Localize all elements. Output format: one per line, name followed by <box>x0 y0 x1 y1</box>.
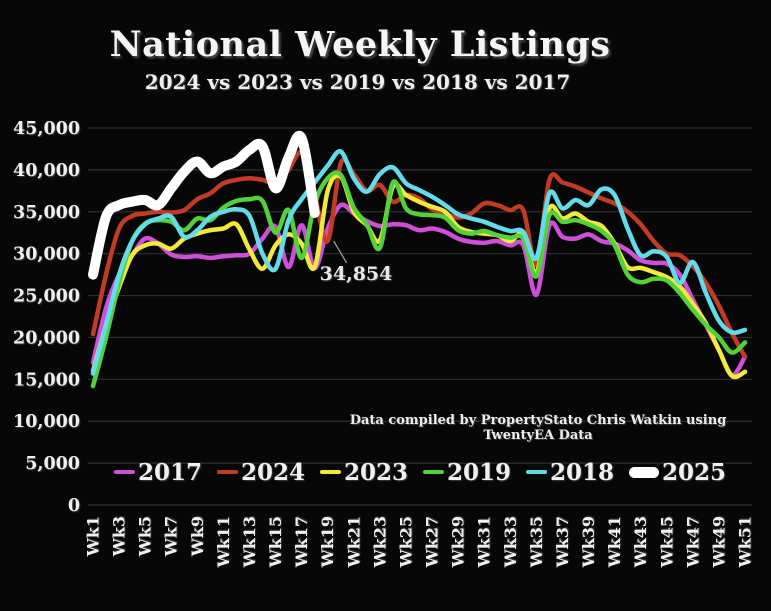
legend-swatch-2017 <box>113 469 135 475</box>
legend-label-2025: 2025 <box>662 458 727 486</box>
annotation-label: 34,854 <box>319 263 393 285</box>
x-tick-label: Wk23 <box>370 516 389 568</box>
y-tick-label: 45,000 <box>13 119 80 139</box>
series-line-2024 <box>90 150 748 359</box>
y-tick-label: 25,000 <box>13 287 80 307</box>
x-tick-label: Wk3 <box>110 516 129 557</box>
y-tick-label: 20,000 <box>13 328 80 348</box>
x-tick-label: Wk31 <box>475 516 494 568</box>
x-tick-label: Wk47 <box>683 516 702 568</box>
x-tick-label: Wk13 <box>240 516 259 568</box>
y-tick-label: 35,000 <box>13 203 80 223</box>
x-tick-label: Wk1 <box>84 516 103 557</box>
legend-item-2019: 2019 <box>423 459 511 486</box>
y-tick-label: 0 <box>68 496 80 516</box>
x-tick-label: Wk25 <box>396 516 415 568</box>
legend-item-2018: 2018 <box>526 459 614 486</box>
x-tick-label: Wk5 <box>136 516 155 557</box>
x-tick-label: Wk37 <box>553 516 572 568</box>
legend-item-2017: 2017 <box>113 458 202 486</box>
legend-swatch-2024 <box>216 469 238 475</box>
series-line-2018 <box>90 149 748 376</box>
x-tick-label: Wk11 <box>214 516 233 568</box>
legend-label-2023: 2023 <box>343 458 408 486</box>
x-tick-label: Wk45 <box>657 516 676 568</box>
x-tick-label: Wk21 <box>344 516 363 568</box>
x-tick-label: Wk7 <box>162 516 181 557</box>
legend-swatch-2018 <box>526 469 548 475</box>
chart-subtitle: 2024 vs 2023 vs 2019 vs 2018 vs 2017 <box>144 70 571 94</box>
x-tick-label: Wk27 <box>423 516 442 568</box>
y-tick-label: 30,000 <box>13 245 80 265</box>
legend-label-2019: 2019 <box>447 458 512 486</box>
annotation-leader <box>333 240 348 264</box>
x-tick-label: Wk39 <box>579 516 598 568</box>
legend-item-2024: 2024 <box>216 458 305 486</box>
legend-item-2025: 2025 <box>629 459 726 486</box>
x-tick-label: Wk29 <box>449 516 468 568</box>
y-tick-label: 10,000 <box>13 412 80 432</box>
x-tick-label: Wk49 <box>709 516 728 568</box>
x-tick-label: Wk9 <box>188 516 207 557</box>
x-tick-label: Wk19 <box>318 516 337 568</box>
x-tick-label: Wk17 <box>292 516 311 568</box>
legend-label-2017: 2017 <box>137 458 202 486</box>
series-line-2025 <box>88 130 320 280</box>
y-tick-label: 40,000 <box>13 161 80 181</box>
attribution-text: Data compiled by PropertyStato Chris Wat… <box>349 413 727 443</box>
legend-swatch-2023 <box>319 469 341 475</box>
legend-label-2024: 2024 <box>240 458 305 486</box>
legend-swatch-2025 <box>629 466 660 478</box>
legend: 2017 2024 2023 2019 2018 2025 <box>88 452 752 492</box>
y-tick-label: 15,000 <box>13 370 80 390</box>
x-tick-label: Wk43 <box>631 516 650 568</box>
series-line-2019 <box>90 170 748 389</box>
series-line-2023 <box>90 173 748 380</box>
series-line-2017 <box>90 202 748 378</box>
x-tick-label: Wk51 <box>736 516 755 568</box>
chart-title: National Weekly Listings <box>109 24 611 65</box>
x-tick-label: Wk33 <box>501 516 520 568</box>
legend-item-2023: 2023 <box>319 458 408 486</box>
legend-swatch-2019 <box>423 469 444 475</box>
legend-label-2018: 2018 <box>550 458 615 486</box>
x-tick-label: Wk15 <box>266 516 285 568</box>
x-tick-label: Wk35 <box>527 516 546 568</box>
x-tick-label: Wk41 <box>605 516 624 568</box>
y-tick-label: 5,000 <box>25 454 80 474</box>
